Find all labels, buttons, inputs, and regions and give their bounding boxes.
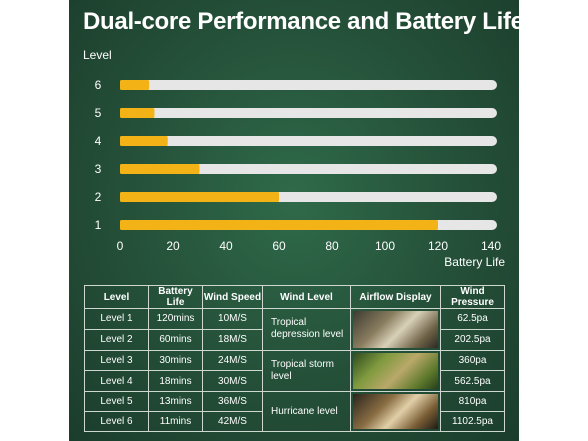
x-tick-label: 80	[325, 239, 339, 253]
cell-wind-level: Tropical storm level	[262, 349, 351, 393]
cell-level: Level 4	[84, 370, 149, 393]
cell-wind-pressure: 1102.5pa	[440, 411, 505, 432]
y-tick-label: 5	[95, 106, 102, 120]
cell-wind-pressure: 202.5pa	[440, 328, 505, 351]
bar-track	[120, 164, 497, 174]
bar-level-5	[120, 108, 155, 118]
infographic-panel: Dual-core Performance and Battery Life L…	[69, 0, 519, 441]
cell-battery-life: 120mins	[148, 308, 203, 330]
col-header-wind-level: Wind Level	[262, 285, 351, 309]
airflow-image-1	[353, 311, 438, 348]
cell-battery-life: 30mins	[148, 349, 203, 372]
y-tick-label: 1	[95, 218, 102, 232]
x-tick-label: 100	[375, 239, 395, 253]
table-row: Level 5 13mins 36M/S Hurricane level 810…	[84, 391, 505, 432]
cell-wind-speed: 18M/S	[202, 328, 263, 351]
col-header-airflow-display: Airflow Display	[350, 285, 441, 309]
cell-level: Level 2	[84, 328, 149, 351]
cell-wind-pressure: 810pa	[440, 391, 505, 412]
cell-battery-life: 11mins	[148, 411, 203, 432]
bar-level-4	[120, 136, 168, 146]
cell-wind-pressure: 62.5pa	[440, 308, 505, 330]
cell-wind-speed: 36M/S	[202, 391, 263, 412]
table-header-row: Level Battery Life Wind Speed Wind Level…	[84, 285, 505, 309]
airflow-display-cell	[350, 391, 441, 432]
cell-level: Level 1	[84, 308, 149, 330]
bar-track	[120, 136, 497, 146]
airflow-image-3	[353, 394, 438, 429]
x-tick-label: 20	[166, 239, 180, 253]
cell-wind-speed: 30M/S	[202, 370, 263, 393]
bar-level-3	[120, 164, 200, 174]
y-tick-label: 2	[95, 190, 102, 204]
col-header-wind-speed: Wind Speed	[202, 285, 263, 309]
cell-wind-pressure: 562.5pa	[440, 370, 505, 393]
y-tick-label: 3	[95, 162, 102, 176]
y-axis-title: Level	[83, 48, 112, 62]
bar-level-6	[120, 80, 150, 90]
x-axis-title: Battery Life	[444, 255, 505, 269]
y-tick-label: 6	[95, 78, 102, 92]
cell-wind-level: Hurricane level	[262, 391, 351, 432]
cell-battery-life: 18mins	[148, 370, 203, 393]
cell-battery-life: 13mins	[148, 391, 203, 412]
cell-wind-level: Tropical depression level	[262, 308, 351, 351]
col-header-level: Level	[84, 285, 149, 309]
col-header-battery-life: Battery Life	[148, 285, 203, 309]
cell-battery-life: 60mins	[148, 328, 203, 351]
battery-life-bar-chart: 6 5 4 3 2 1 0 20 40 60 80 100 120 140	[95, 78, 502, 253]
x-tick-label: 140	[481, 239, 501, 253]
x-tick-label: 40	[219, 239, 233, 253]
x-tick-label: 0	[117, 239, 124, 253]
cell-wind-speed: 42M/S	[202, 411, 263, 432]
cell-wind-speed: 10M/S	[202, 308, 263, 330]
cell-wind-speed: 24M/S	[202, 349, 263, 372]
airflow-display-cell	[350, 308, 441, 351]
cell-level: Level 6	[84, 411, 149, 432]
table-row: Level 6 11mins 42M/S 1102.5pa	[84, 411, 505, 432]
airflow-display-cell	[350, 349, 441, 393]
cell-level: Level 5	[84, 391, 149, 412]
x-tick-label: 120	[428, 239, 448, 253]
performance-table: Level Battery Life Wind Speed Wind Level…	[84, 285, 505, 432]
cell-level: Level 3	[84, 349, 149, 372]
x-tick-label: 60	[272, 239, 286, 253]
y-tick-label: 4	[95, 134, 102, 148]
airflow-image-2	[353, 352, 438, 390]
table-row: Level 2 60mins 18M/S 202.5pa	[84, 328, 505, 351]
col-header-wind-pressure: Wind Pressure	[440, 285, 505, 309]
bar-track	[120, 108, 497, 118]
bar-level-2	[120, 192, 279, 202]
table-row: Level 1 120mins 10M/S Tropical depressio…	[84, 308, 505, 351]
table-row: Level 3 30mins 24M/S Tropical storm leve…	[84, 349, 505, 393]
cell-wind-pressure: 360pa	[440, 349, 505, 372]
bar-track	[120, 80, 497, 90]
page-title: Dual-core Performance and Battery Life	[83, 8, 519, 35]
bar-level-1	[120, 220, 438, 230]
